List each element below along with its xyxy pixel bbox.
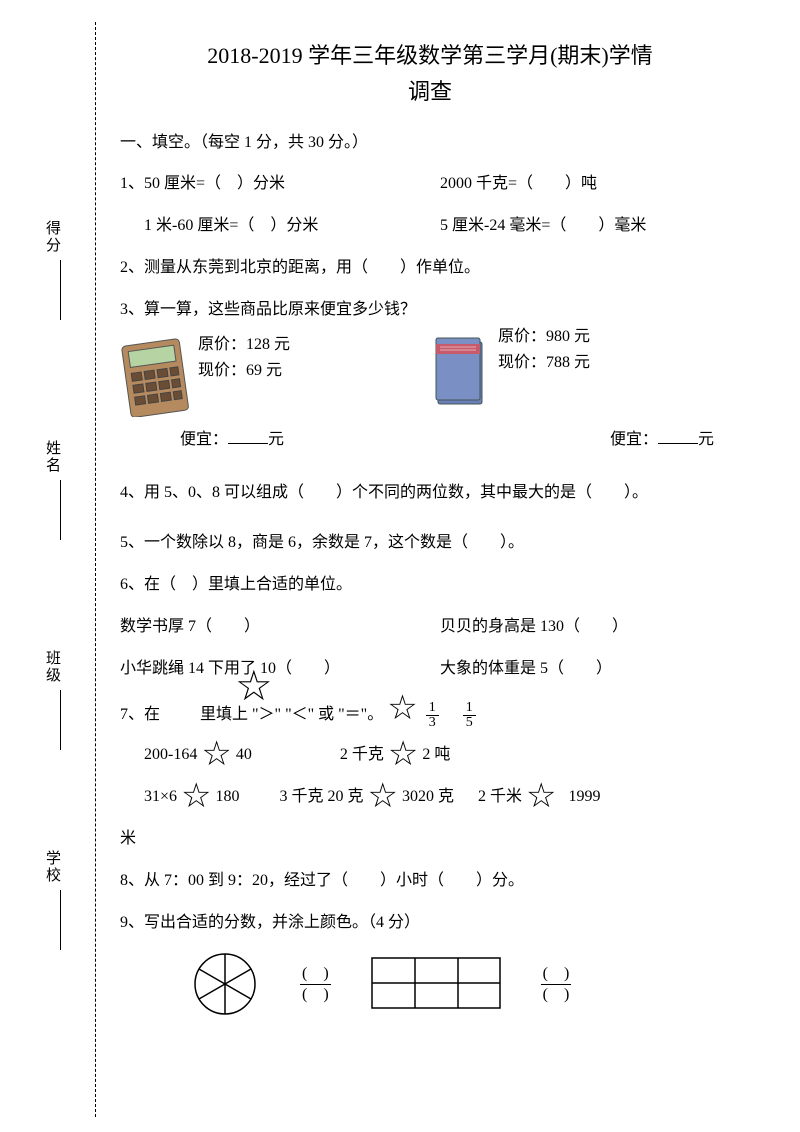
q7-mid: 里填上 "＞" "＜" 或 "＝"。	[200, 706, 383, 723]
blank-fill[interactable]	[228, 443, 268, 444]
section-1-header: 一、填空。（每空 1 分，共 30 分。）	[120, 128, 740, 158]
q1-right: 2000 千克=（ ）吨	[440, 168, 597, 200]
q3-left-prices: 原价：128 元 现价：69 元	[198, 332, 290, 417]
q6-row1: 数学书厚 7（ ） 贝贝的身高是 130（ ）	[120, 611, 740, 643]
q3-right-group: 原价：980 元 现价：788 元	[430, 332, 740, 417]
margin-label-score: 得分	[42, 220, 63, 254]
q6-header: 6、在（ ）里填上合适的单位。	[120, 569, 740, 601]
q9-figures: ( )( ) ( )( )	[120, 949, 740, 1019]
q3-cheap-left: 便宜：元	[180, 425, 500, 449]
q3-left-group: 原价：128 元 现价：69 元	[120, 332, 430, 417]
q3-body: 原价：128 元 现价：69 元 原价：980 元 现价：788 元	[120, 332, 740, 417]
q7-unit-mi: 米	[120, 823, 740, 855]
q7-row2: 31×6 ☆ 180 3 千克 20 克 ☆ 3020 克 2 千米 ☆ 199…	[120, 781, 740, 813]
margin-label-name: 姓名	[42, 440, 63, 474]
notebook-icon	[430, 332, 490, 417]
fraction-1-3: 13	[426, 701, 439, 730]
blank-fill[interactable]	[658, 443, 698, 444]
q3-cheap-right: 便宜：元	[610, 425, 714, 449]
pie-circle-icon	[190, 949, 260, 1019]
q1-left: 1、50 厘米=（ ）分米	[120, 168, 440, 200]
star-icon[interactable]: ☆	[368, 787, 398, 807]
q1b-left: 1 米-60 厘米=（ ）分米	[144, 210, 440, 242]
q3-right-now: 现价：788 元	[498, 350, 590, 376]
q6a-right: 贝贝的身高是 130（ ）	[440, 611, 628, 643]
q6a-left: 数学书厚 7（ ）	[120, 611, 440, 643]
star-icon: ☆	[235, 671, 273, 703]
q1-row1: 1、50 厘米=（ ）分米 2000 千克=（ ）吨	[120, 168, 740, 200]
q3-right-prices: 原价：980 元 现价：788 元	[498, 324, 590, 417]
fraction-blank-2[interactable]: ( )( )	[541, 964, 572, 1005]
margin-line-class	[60, 690, 61, 750]
margin-line-school	[60, 890, 61, 950]
q9-header: 9、写出合适的分数，并涂上颜色。（4 分）	[120, 907, 740, 939]
star-icon[interactable]: ☆	[201, 745, 231, 765]
q7-prefix: 7、在	[120, 706, 160, 723]
margin-label-school: 学校	[42, 850, 63, 884]
q7-row1: 200-164 ☆ 40 2 千克 ☆ 2 吨	[120, 739, 740, 771]
q3-right-orig: 原价：980 元	[498, 324, 590, 350]
q8: 8、从 7：00 到 9：20，经过了（ ）小时（ ）分。	[120, 865, 740, 897]
exam-title: 2018-2019 学年三年级数学第三学月(期末)学情 调查	[120, 38, 740, 110]
q4: 4、用 5、0、8 可以组成（ ）个不同的两位数，其中最大的是（ ）。	[120, 477, 740, 509]
star-icon[interactable]: ☆	[387, 699, 417, 719]
title-line1: 2018-2019 学年三年级数学第三学月(期末)学情	[120, 38, 740, 74]
calculator-icon	[120, 332, 190, 417]
q1-row2: 1 米-60 厘米=（ ）分米 5 厘米-24 毫米=（ ）毫米	[120, 210, 740, 242]
star-icon[interactable]: ☆	[526, 787, 556, 807]
margin-label-class: 班级	[42, 650, 63, 684]
q6b-left: 小华跳绳 14 下用了 10（ ）	[120, 653, 440, 685]
fraction-1-5: 15	[463, 701, 476, 730]
q5: 5、一个数除以 8，商是 6，余数是 7，这个数是（ ）。	[120, 527, 740, 559]
binding-dash-line	[95, 22, 96, 1117]
rect-grid-icon	[371, 957, 501, 1012]
q6b-right: 大象的体重是 5（ ）	[440, 653, 612, 685]
q3-left-now: 现价：69 元	[198, 358, 290, 384]
margin-line-score	[60, 260, 61, 320]
q6-row2: 小华跳绳 14 下用了 10（ ） 大象的体重是 5（ ）	[120, 653, 740, 685]
q3-header: 3、算一算，这些商品比原来便宜多少钱？	[120, 294, 740, 326]
title-line2: 调查	[120, 74, 740, 110]
star-icon[interactable]: ☆	[181, 787, 211, 807]
margin-line-name	[60, 480, 61, 540]
q7-header: ☆ 7、在 里填上 "＞" "＜" 或 "＝"。 ☆ 13 15	[120, 699, 740, 731]
fraction-blank-1[interactable]: ( )( )	[300, 964, 331, 1005]
q2: 2、测量从东莞到北京的距离，用（ ）作单位。	[120, 252, 740, 284]
q3-left-orig: 原价：128 元	[198, 332, 290, 358]
q3-cheap-row: 便宜：元 便宜：元	[120, 417, 740, 449]
q1b-right: 5 厘米-24 毫米=（ ）毫米	[440, 210, 646, 242]
star-icon[interactable]: ☆	[388, 745, 418, 765]
page-content: 2018-2019 学年三年级数学第三学月(期末)学情 调查 一、填空。（每空 …	[120, 38, 740, 1019]
